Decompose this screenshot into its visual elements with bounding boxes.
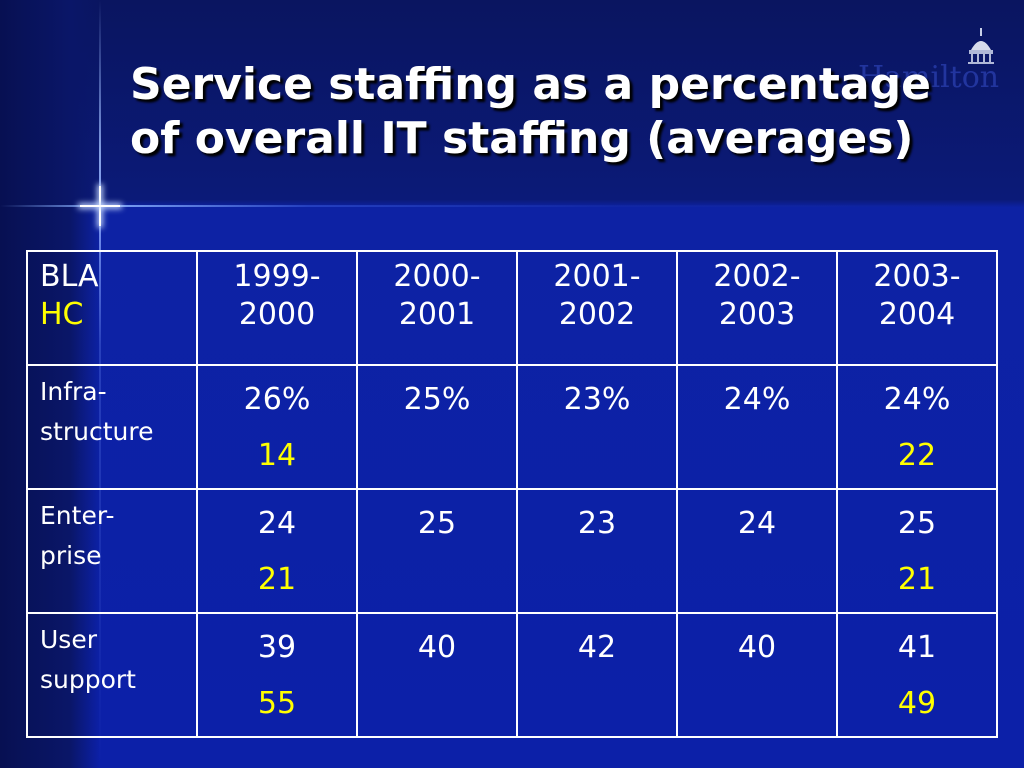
bla-value: 24 [257, 506, 297, 541]
row-label-line-2: structure [40, 417, 154, 446]
hc-value: 22 [897, 438, 937, 473]
bla-value: 40 [737, 630, 777, 665]
year-start: 2000- [393, 259, 481, 294]
value-cell: 26% 14 [196, 364, 358, 490]
value-cell: 25 [356, 488, 518, 614]
title-line-1: Service staffing as a percentage [130, 59, 931, 110]
header-year-cell: 2002- 2003 [676, 250, 838, 366]
bla-value: 26% [243, 382, 311, 417]
header-divider-line [0, 205, 1024, 207]
bla-label: BLA [40, 259, 99, 294]
value-cell: 24% 22 [836, 364, 998, 490]
bla-value: 25 [897, 506, 937, 541]
row-label-line-1: Enter- [40, 501, 115, 530]
value-cell: 25% [356, 364, 518, 490]
table-row-enterprise: Enter- prise 24 21 25 23 24 25 21 [26, 488, 998, 614]
staffing-table: BLA HC 1999- 2000 2000- 2001 2001- 2002 … [26, 250, 998, 738]
value-cell: 40 [676, 612, 838, 738]
bla-value: 24% [723, 382, 791, 417]
value-cell: 41 49 [836, 612, 998, 738]
bla-value: 41 [897, 630, 937, 665]
year-end: 2001 [398, 297, 476, 332]
sparkle-icon [80, 186, 120, 226]
header-year-cell: 1999- 2000 [196, 250, 358, 366]
bla-value: 42 [577, 630, 617, 665]
bla-value: 25 [417, 506, 457, 541]
hc-label: HC [40, 297, 84, 332]
year-end: 2000 [238, 297, 316, 332]
value-cell: 40 [356, 612, 518, 738]
header-year-cell: 2000- 2001 [356, 250, 518, 366]
value-cell: 42 [516, 612, 678, 738]
table-row-infrastructure: Infra- structure 26% 14 25% 23% 24% 24% … [26, 364, 998, 490]
value-cell: 24 [676, 488, 838, 614]
year-end: 2002 [558, 297, 636, 332]
year-start: 1999- [233, 259, 321, 294]
hc-value: 21 [257, 562, 297, 597]
bla-value: 39 [257, 630, 297, 665]
hc-value: 21 [897, 562, 937, 597]
slide-title: Service staffing as a percentage of over… [130, 58, 1000, 166]
bla-value: 24 [737, 506, 777, 541]
dome-icon [968, 28, 994, 64]
row-label-line-1: Infra- [40, 377, 107, 406]
row-label-line-2: support [40, 665, 136, 694]
year-start: 2001- [553, 259, 641, 294]
year-end: 2003 [718, 297, 796, 332]
row-label-cell: User support [26, 612, 198, 738]
year-start: 2002- [713, 259, 801, 294]
title-line-2: of overall IT staffing (averages) [130, 113, 914, 164]
row-label-cell: Infra- structure [26, 364, 198, 490]
bla-value: 24% [883, 382, 951, 417]
hc-value: 49 [897, 686, 937, 721]
row-label-line-2: prise [40, 541, 102, 570]
value-cell: 24% [676, 364, 838, 490]
hc-value: 14 [257, 438, 297, 473]
bla-value: 23% [563, 382, 631, 417]
hc-value: 55 [257, 686, 297, 721]
year-start: 2003- [873, 259, 961, 294]
header-year-cell: 2003- 2004 [836, 250, 998, 366]
bla-value: 25% [403, 382, 471, 417]
year-end: 2004 [878, 297, 956, 332]
row-label-cell: Enter- prise [26, 488, 198, 614]
hamilton-logo: Hamilton [858, 28, 1008, 98]
value-cell: 39 55 [196, 612, 358, 738]
bla-value: 40 [417, 630, 457, 665]
value-cell: 23 [516, 488, 678, 614]
value-cell: 23% [516, 364, 678, 490]
row-label-line-1: User [40, 625, 97, 654]
table-row-user-support: User support 39 55 40 42 40 41 49 [26, 612, 998, 738]
value-cell: 25 21 [836, 488, 998, 614]
value-cell: 24 21 [196, 488, 358, 614]
header-label-cell: BLA HC [26, 250, 198, 366]
table-header-row: BLA HC 1999- 2000 2000- 2001 2001- 2002 … [26, 250, 998, 366]
header-year-cell: 2001- 2002 [516, 250, 678, 366]
logo-text: Hamilton [858, 60, 1000, 95]
bla-value: 23 [577, 506, 617, 541]
